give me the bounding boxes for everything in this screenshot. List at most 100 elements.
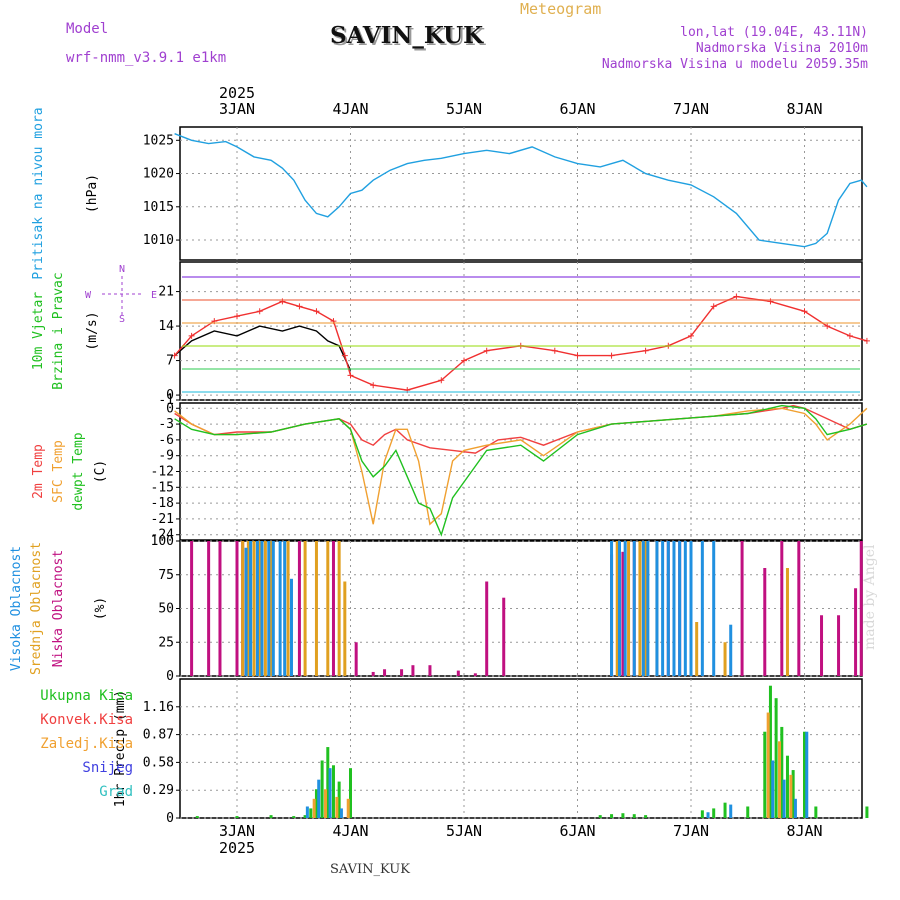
cloud-high_cloud-bar (289, 578, 293, 676)
top-day-label: 7JAN (673, 100, 709, 118)
gust-marker (438, 377, 445, 384)
cloud-high_cloud-bar (632, 541, 636, 676)
cloud-high_cloud-bar (623, 541, 627, 676)
cloud-mid_cloud-bar (314, 541, 318, 676)
cloud-axis-title: (%) (93, 597, 108, 620)
top-day-label: 6JAN (559, 100, 595, 118)
gust-marker (370, 382, 377, 389)
cloud-low_cloud-bar (502, 597, 506, 676)
pressure-ytick-label: 1010 (143, 233, 174, 248)
precip-high_cloud-bar (771, 760, 775, 818)
bottom-day-label: 6JAN (559, 822, 595, 840)
gust-marker (574, 352, 581, 359)
cloud-low_cloud-bar (400, 669, 404, 676)
precip-dewpt-bar (598, 815, 602, 818)
cloud-mid_cloud-bar (785, 568, 789, 676)
gust-marker (341, 352, 348, 359)
cloud-low_cloud-bar (837, 615, 841, 676)
precip-high_cloud-bar (317, 779, 321, 818)
cloud-low_cloud-bar (218, 541, 222, 676)
precip-dewpt-bar (785, 755, 789, 818)
gust-marker (688, 332, 694, 339)
cloud-mid_cloud-bar (638, 541, 642, 676)
precip-legend-item: Zaledj.Kisa (40, 736, 133, 752)
precip-dewpt-bar (309, 808, 313, 818)
gust-marker (234, 313, 240, 320)
temperature-ytick-label: -3 (158, 417, 174, 432)
precip-dewpt-bar (610, 814, 614, 818)
cloud-axis-title: Niska Oblacnost (51, 550, 66, 667)
precip-ytick-label: 0.58 (143, 755, 174, 770)
temperature-axis-title: SFC Temp (51, 440, 66, 503)
precip-dewpt-bar (349, 768, 352, 818)
cloud-low_cloud-bar (383, 669, 387, 676)
precip-axis-title: 1hr Precip (mm) (113, 690, 128, 807)
bottom-day-label: 4JAN (332, 822, 368, 840)
cloud-high_cloud-bar (255, 541, 259, 676)
precip-high_cloud-bar (793, 798, 797, 818)
precip-high_cloud-bar (805, 731, 809, 818)
precip-legend-item: Snijeg (82, 760, 133, 776)
cloud-ytick-label: 0 (166, 669, 174, 684)
cloud-high_cloud-bar (244, 547, 248, 676)
wind-axis-title: 10m Vjetar (31, 292, 46, 370)
cloud-high_cloud-bar (678, 541, 682, 676)
precip-dewpt-bar (337, 781, 341, 818)
bottom-day-label: 3JAN (219, 822, 255, 840)
cloud-ytick-label: 75 (158, 568, 174, 583)
cloud-high_cloud-bar (260, 541, 264, 676)
cloud-mid_cloud-bar (343, 581, 347, 676)
cloud-low_cloud-bar (456, 670, 460, 676)
cloud-high_cloud-bar (655, 541, 659, 676)
cloud-mid_cloud-bar (695, 622, 699, 676)
cloud-low_cloud-bar (797, 541, 801, 676)
precip-sfc-bar (766, 712, 770, 818)
cloud-low_cloud-bar (473, 673, 477, 676)
footer-station: SAVIN_KUK (330, 862, 410, 877)
wind-wind_mean-line (174, 325, 352, 371)
precip-sfc-bar (335, 796, 339, 818)
temperature-ytick-label: -21 (151, 512, 174, 527)
wind-ytick-label: -1 (158, 393, 174, 408)
gust-marker (551, 347, 558, 354)
pressure-panel (174, 126, 868, 261)
temperature-panel (174, 402, 868, 541)
bottom-day-label: 8JAN (786, 822, 822, 840)
precip-dewpt-bar (303, 815, 307, 818)
temperature-axis-title: (C) (93, 460, 108, 483)
cloud-high_cloud-bar (267, 541, 271, 676)
cloud-high_cloud-bar (689, 541, 693, 676)
precip-dewpt-bar (780, 726, 784, 818)
precip-sfc-bar (312, 798, 316, 818)
precip-dewpt-bar (195, 816, 199, 818)
precip-frame (179, 678, 863, 819)
cloud-high_cloud-bar (666, 541, 670, 676)
pressure-ytick-label: 1025 (143, 133, 174, 148)
precip-sfc-bar (789, 774, 793, 818)
temperature-ytick-label: -15 (151, 480, 174, 495)
precip-sfc-bar (778, 741, 782, 818)
precip-ytick-label: 1.16 (143, 700, 174, 715)
cloud-low_cloud-bar (354, 642, 358, 676)
cloud-low_cloud-bar (763, 568, 767, 676)
wind-ytick-label: 21 (158, 285, 174, 300)
model-label: Model (66, 21, 109, 37)
precip-panel (176, 678, 869, 819)
chart-subtitle: Meteogram (520, 0, 602, 18)
cloud-high_cloud-bar (646, 541, 650, 676)
cloud-high_cloud-bar (712, 541, 716, 676)
precip-dewpt-bar (269, 815, 273, 818)
precip-high_cloud-bar (305, 806, 309, 818)
cloud-mid_cloud-bar (337, 541, 341, 676)
precip-dewpt-bar (803, 731, 806, 818)
precip-dewpt-bar (763, 731, 767, 818)
precip-dewpt-bar (774, 698, 778, 818)
cloud-mid_cloud-bar (286, 541, 290, 676)
precip-legend-item: Grad (99, 784, 133, 800)
cloud-high_cloud-bar (617, 541, 621, 676)
wind-frame (179, 261, 863, 401)
gust-marker (347, 372, 354, 379)
cloud-low_cloud-bar (235, 541, 239, 676)
station-elevation: Nadmorska Visina 2010m (695, 41, 868, 56)
